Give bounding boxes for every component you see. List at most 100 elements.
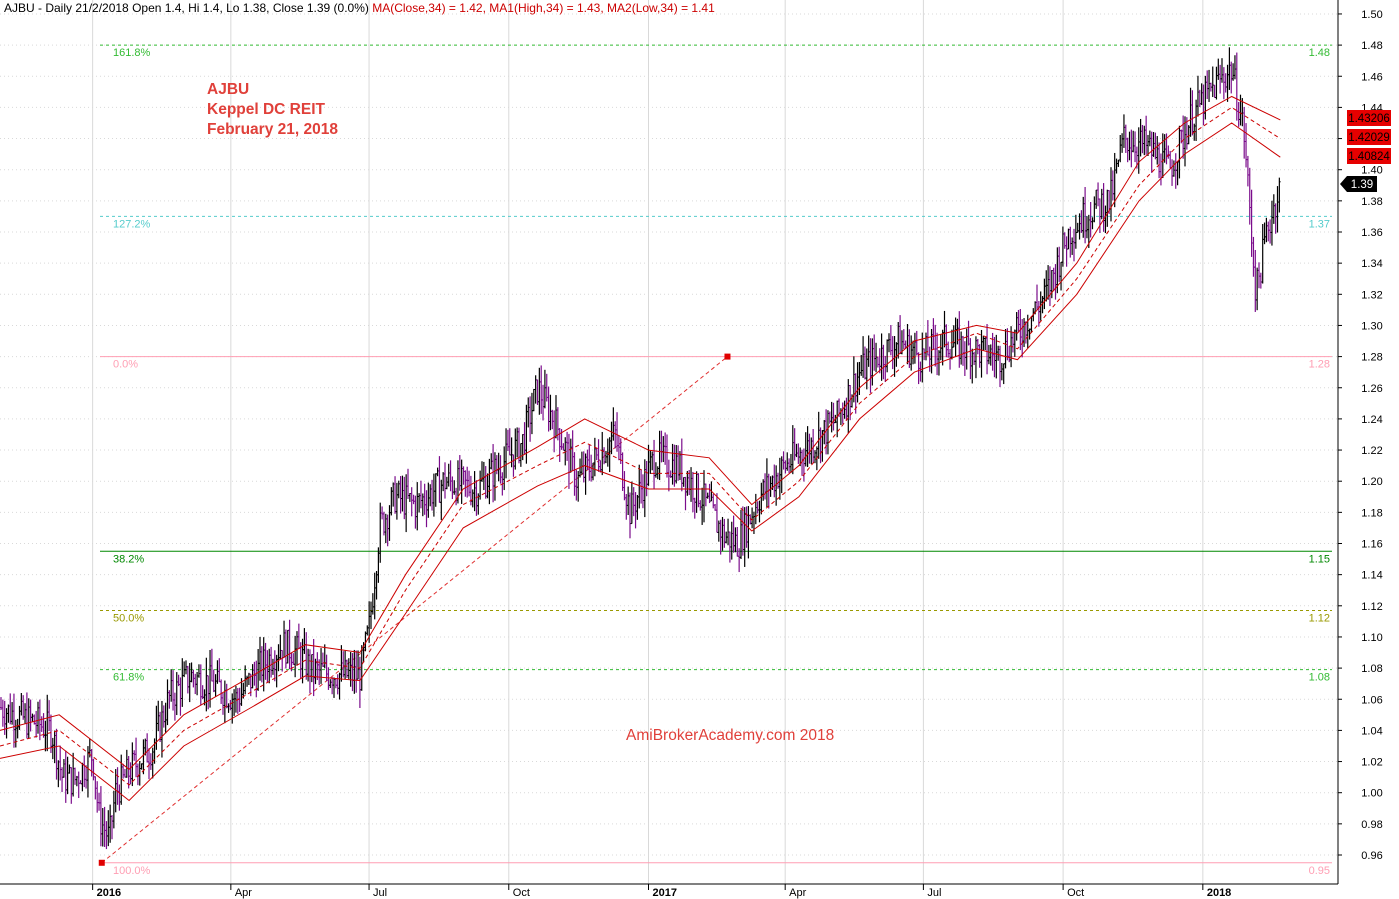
price-bar bbox=[826, 410, 830, 455]
price-bar bbox=[378, 502, 382, 563]
price-bar bbox=[297, 623, 301, 649]
price-bar bbox=[1246, 155, 1250, 187]
price-bar bbox=[112, 790, 116, 829]
price-bar bbox=[526, 397, 530, 428]
price-tick-label: 1.20 bbox=[1361, 476, 1382, 488]
price-bar bbox=[967, 320, 970, 346]
price-bar bbox=[1043, 278, 1046, 310]
price-bar bbox=[1191, 90, 1194, 136]
price-bar bbox=[645, 460, 648, 497]
ma-value-label: 1.43206 bbox=[1348, 113, 1390, 125]
price-bar bbox=[637, 464, 641, 509]
price-bar bbox=[44, 720, 47, 752]
price-bar bbox=[71, 752, 75, 797]
date-tick-label: Apr bbox=[235, 887, 252, 899]
price-bar bbox=[205, 657, 208, 712]
price-bar bbox=[495, 455, 499, 475]
price-bar bbox=[84, 765, 88, 789]
price-bar bbox=[593, 437, 597, 477]
price-bar bbox=[206, 675, 210, 710]
price-bar bbox=[1091, 217, 1094, 230]
price-bar bbox=[447, 463, 450, 487]
price-bar bbox=[1252, 236, 1255, 277]
price-bar bbox=[219, 679, 223, 704]
price-bar bbox=[634, 492, 637, 529]
price-bar bbox=[1144, 115, 1148, 155]
price-bar bbox=[1207, 69, 1211, 102]
price-bar bbox=[982, 335, 985, 351]
price-bar bbox=[460, 459, 463, 504]
price-bar bbox=[778, 457, 782, 500]
price-tick-label: 1.38 bbox=[1361, 196, 1382, 208]
price-bar bbox=[353, 649, 356, 694]
price-bar bbox=[1157, 142, 1161, 179]
price-bar bbox=[430, 479, 434, 511]
annotation-symbol: AJBU bbox=[207, 81, 250, 98]
price-bar bbox=[789, 453, 793, 473]
price-bar bbox=[388, 505, 391, 541]
price-bar bbox=[730, 521, 734, 560]
price-bar bbox=[763, 473, 767, 500]
price-bar bbox=[1231, 63, 1235, 81]
price-bar bbox=[255, 660, 258, 698]
price-bar bbox=[293, 635, 297, 678]
price-tick-label: 1.14 bbox=[1361, 570, 1382, 582]
fib-level-price: 1.08 bbox=[1309, 672, 1330, 684]
price-bar bbox=[227, 703, 230, 713]
ma-value-badge bbox=[1347, 110, 1391, 126]
price-bar bbox=[25, 692, 29, 739]
price-bar bbox=[865, 348, 869, 390]
price-bar bbox=[932, 318, 935, 350]
price-bar bbox=[832, 402, 835, 431]
header-ma-close: MA(Close,34) = 1.42, bbox=[372, 1, 486, 15]
price-bar bbox=[880, 333, 883, 381]
price-bar bbox=[704, 483, 708, 507]
price-bar bbox=[99, 786, 103, 847]
price-bar bbox=[304, 632, 308, 680]
price-bar bbox=[691, 471, 695, 513]
price-bar bbox=[1152, 132, 1155, 157]
price-bar bbox=[532, 388, 536, 412]
price-bar bbox=[756, 501, 759, 514]
price-bar bbox=[210, 648, 214, 682]
price-bar bbox=[580, 451, 584, 475]
price-bar bbox=[754, 493, 758, 525]
price-bar bbox=[867, 335, 870, 367]
price-bar bbox=[885, 339, 889, 373]
price-bar bbox=[1213, 84, 1216, 98]
price-bar bbox=[791, 425, 795, 475]
price-bar bbox=[1139, 118, 1142, 157]
price-bar bbox=[262, 637, 265, 692]
price-bar bbox=[1102, 183, 1105, 232]
price-bar bbox=[366, 625, 369, 636]
price-bar bbox=[626, 486, 630, 516]
price-bar bbox=[952, 325, 956, 348]
price-bar bbox=[1266, 221, 1270, 242]
price-bar bbox=[933, 324, 937, 367]
price-bar bbox=[399, 476, 402, 514]
price-bar bbox=[665, 434, 669, 478]
price-bar bbox=[123, 768, 127, 778]
price-tick-label: 1.18 bbox=[1361, 507, 1382, 519]
chart-grid bbox=[0, 0, 1338, 884]
price-bar bbox=[802, 448, 806, 482]
price-bar bbox=[641, 474, 645, 509]
price-bar bbox=[565, 431, 569, 461]
price-bar bbox=[1002, 363, 1005, 385]
price-bar bbox=[162, 705, 166, 728]
price-bar bbox=[760, 482, 763, 515]
watermark-text: AmiBrokerAcademy.com 2018 bbox=[626, 727, 835, 744]
price-bar bbox=[325, 654, 328, 682]
price-bar bbox=[395, 482, 399, 520]
price-bar bbox=[1, 699, 5, 727]
price-bar bbox=[658, 430, 661, 481]
price-bar bbox=[55, 728, 58, 780]
price-bar bbox=[525, 404, 528, 464]
price-bar bbox=[575, 469, 578, 501]
price-bar bbox=[341, 651, 345, 678]
price-bar bbox=[393, 476, 397, 514]
price-bar bbox=[45, 694, 49, 752]
fib-level-label: 38.2% bbox=[113, 553, 144, 565]
price-bar bbox=[1131, 130, 1135, 153]
